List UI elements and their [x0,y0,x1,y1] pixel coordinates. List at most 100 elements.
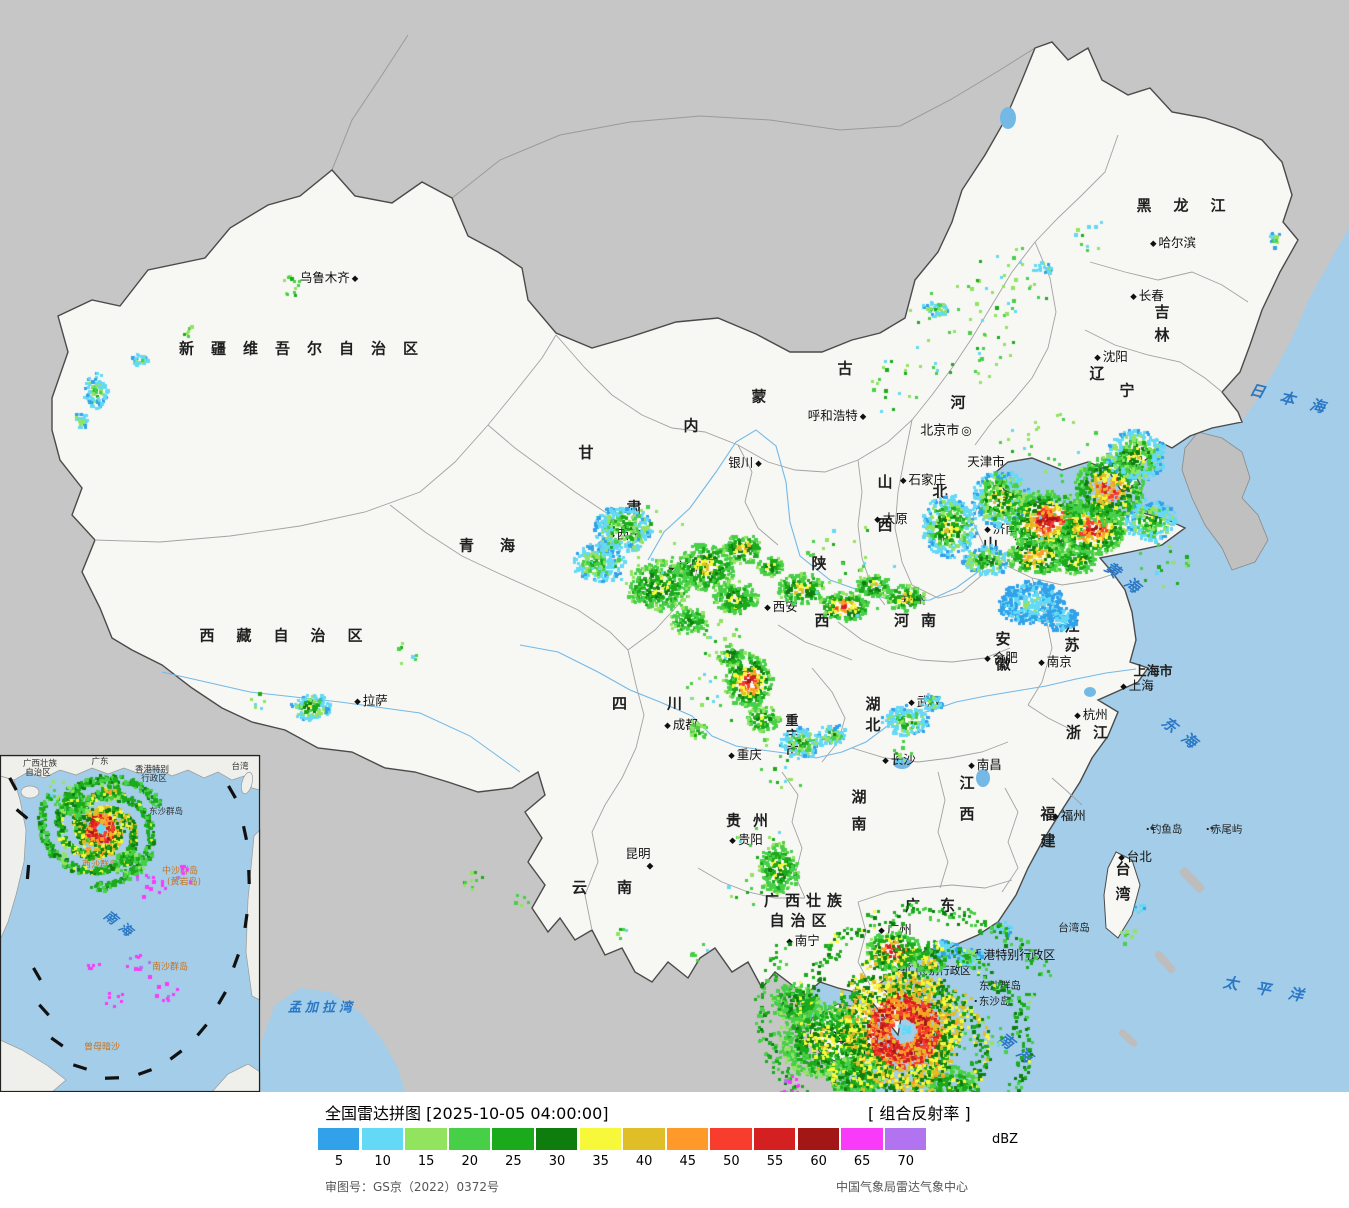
city-label: 天津市 [967,455,1005,469]
label-text: 行政区 [141,773,167,784]
city-label: ◆ 沈阳 [1092,350,1128,364]
city-marker-icon: ◆ [1052,811,1059,822]
label-text: 郑州 [900,591,926,607]
product-name: [ 组合反射率 ] [868,1104,971,1123]
label-text: 江苏 [1062,618,1081,656]
label-text: 孟加拉湾 [287,1000,357,1016]
label-text: 内 [683,416,699,435]
label-text: 贵州 [725,811,781,830]
prov-label: 湖南 [850,789,868,843]
dbz-value: 50 [723,1154,740,1169]
label-text: 河南 [893,611,949,630]
label-text: 云南 [571,878,663,897]
prov-label: 贵州 [725,811,781,830]
dbz-value: 70 [897,1154,915,1169]
label-text: 贵阳 [737,831,763,847]
agency-credit: 中国气象局雷达气象中心 [836,1180,969,1194]
label-text: 哈尔滨 [1158,234,1197,250]
ins-label: 台湾 [231,763,248,772]
city-marker-icon: ◆ [984,653,991,664]
label-text: 黄海 [1101,558,1152,604]
label-text: 乌鲁木齐 [299,269,350,285]
label-text: 长沙 [890,751,916,767]
label-text: 太原 [882,510,908,526]
label-text: 陕 [811,554,827,573]
city-marker-icon: ◆ [608,530,615,541]
label-text: 吉林 [1152,304,1171,350]
label-text: 辽 [1089,364,1105,383]
label-text: 上海 [1128,677,1154,693]
label-text: 济南 [992,520,1018,536]
dbz-swatch [405,1128,447,1150]
label-text: 兰州 [676,558,702,574]
label-text: 台湾 [231,761,249,772]
city-label: ◆ 长春 [1128,289,1164,303]
label-text: 合肥 [992,649,1018,665]
label-text: 东沙岛 [978,995,1011,1008]
label-text: 南昌 [976,756,1002,772]
label-text: 成都 [672,716,698,732]
label-text: 江西 [957,775,976,837]
city-marker-icon: ◆ [1149,238,1157,249]
label-text: (黄岩岛) [166,877,202,888]
city-marker-icon: ◆ [984,524,991,535]
city-marker-icon: ◆ [892,595,899,606]
dbz-swatch [710,1128,752,1150]
label-text: 澳门特别行政区 [897,964,971,977]
city-marker-icon: ◆ [874,514,881,525]
inso-label: 曾母暗沙 [84,1043,120,1053]
city-label: 呼和浩特 ◆ [807,407,869,423]
city-label: ◆ 太原 [872,510,908,526]
prov-label: 西 [814,613,829,629]
prov-label: 古 [837,361,852,377]
dbz-swatch [361,1128,403,1150]
label-text: 南京 [1046,653,1072,669]
label-text: 昆明 [625,845,651,861]
city-label: ◆ 武汉 [906,693,942,709]
dbz-value: 60 [810,1154,827,1169]
city-marker-icon: ◆ [728,750,735,761]
city-marker-icon: ◆ [908,697,915,708]
label-text: 呼和浩特 [807,407,858,423]
sea-label: 南海 [995,1029,1042,1072]
prov-label: 海 [832,1033,845,1046]
isl-label: 台湾岛 [1058,923,1090,934]
label-text: ◆ [646,861,654,872]
sea-label: 南海 [100,908,140,944]
label-text: 南海 [100,908,140,944]
prov-label: 新疆维吾尔自治区 [179,341,435,357]
label-text: 拉萨 [362,692,388,708]
city-label: ◆ 哈尔滨 [1148,234,1197,250]
dbz-value: 20 [461,1154,479,1169]
city-label: 北京市 ◎ [920,425,972,438]
prov-label: 广西壮族 [763,891,849,910]
dbz-value: 25 [505,1154,522,1169]
dbz-value: 40 [635,1154,653,1169]
label-text: 武汉 [916,693,942,709]
city-label: ◆ 郑州 [890,591,926,607]
dbz-value: 65 [853,1154,871,1169]
city-marker-icon: ◆ [962,951,970,961]
label-text: 太平洋 [1221,973,1323,1008]
label-text: 广西壮族 [763,891,849,910]
label-text: 中沙群岛 [161,866,199,877]
prov-label: 宁 [1119,383,1134,399]
prov-label: 云南 [571,878,663,897]
city-marker-icon: ◆ [899,475,907,486]
city-marker-icon: ◆ [1094,352,1101,363]
label-text: 东沙群岛 [148,806,184,817]
city-label: ◆ 西安 [762,600,798,614]
prov-label: 陕 [811,554,827,573]
ins-label: 东沙群岛 [149,808,183,817]
label-text: 福州 [1060,807,1086,823]
label-text: 肃 [626,498,642,517]
prov-label: 江苏 [1062,618,1081,656]
label-text: 日本海 [1247,380,1343,421]
city-marker-icon: ◆ [354,696,361,707]
prov-label: 上海市 [1133,666,1172,679]
city-marker-icon: ◆ [786,936,793,947]
label-text: 广州 [886,921,912,937]
sea-label: 日本海 [1247,380,1343,421]
prov-label: 河 [950,395,965,411]
city-label: ◆ 石家庄 [898,473,946,487]
